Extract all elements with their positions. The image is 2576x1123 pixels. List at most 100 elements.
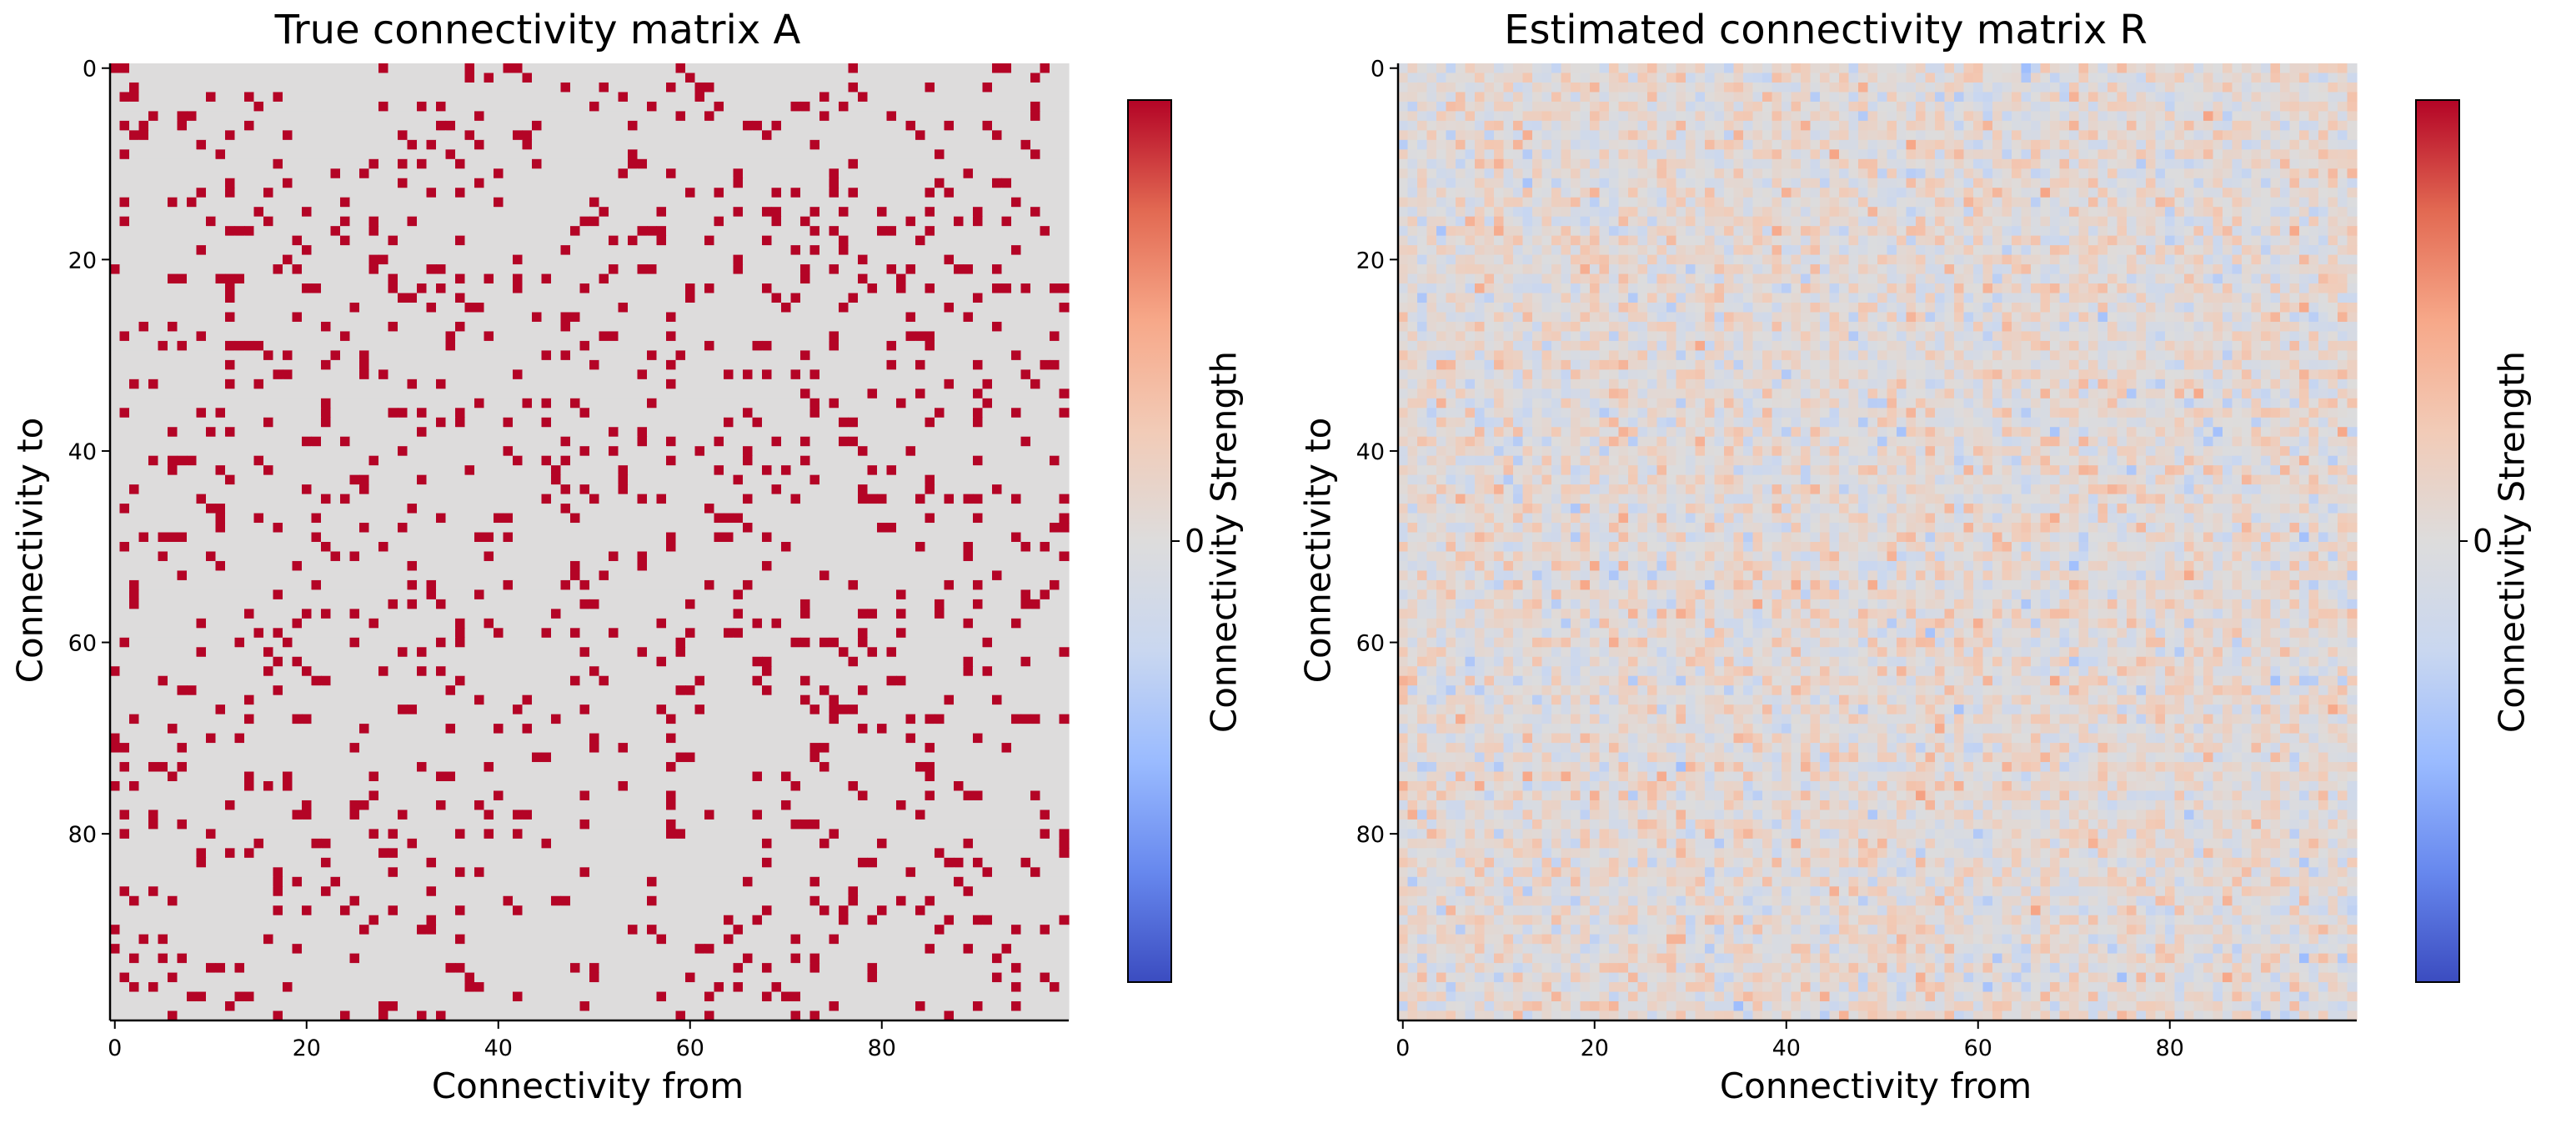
heatmap-cell (714, 369, 724, 380)
heatmap-cell (378, 523, 389, 534)
heatmap-cell (839, 111, 849, 122)
heatmap-cell (609, 359, 619, 370)
heatmap-cell (935, 158, 945, 169)
heatmap-cell (1030, 101, 1041, 112)
heatmap-cell (628, 484, 639, 495)
heatmap-cell (858, 226, 869, 237)
heatmap-cell (129, 321, 140, 333)
heatmap-cell (656, 73, 667, 83)
heatmap-cell (398, 92, 408, 103)
heatmap-cell (407, 168, 418, 179)
heatmap-cell (138, 82, 149, 93)
heatmap-cell (839, 340, 849, 351)
heatmap-cell (973, 188, 984, 198)
heatmap-cell (781, 484, 792, 495)
heatmap-cell (551, 130, 562, 141)
heatmap-cell (187, 389, 198, 399)
heatmap-cell (138, 178, 149, 188)
heatmap-cell (321, 245, 332, 256)
heatmap-cell (867, 494, 878, 504)
heatmap-cell (196, 168, 207, 179)
heatmap-cell (1059, 340, 1070, 351)
heatmap-cell (858, 455, 869, 466)
heatmap-cell (944, 523, 955, 534)
heatmap-cell (1059, 504, 1070, 514)
heatmap-cell (445, 216, 456, 227)
heatmap-cell (330, 245, 341, 256)
heatmap-cell (330, 273, 341, 284)
heatmap-cell (954, 197, 965, 208)
heatmap-cell (110, 455, 121, 466)
heatmap-cell (973, 369, 984, 380)
heatmap-cell (714, 455, 724, 466)
heatmap-cell (138, 207, 149, 218)
heatmap-cell (618, 111, 629, 122)
heatmap-cell (340, 379, 351, 389)
heatmap-cell (302, 436, 313, 447)
heatmap-cell (694, 188, 705, 198)
heatmap-cell (685, 532, 696, 543)
heatmap-cell (206, 446, 217, 457)
heatmap-cell (915, 465, 926, 476)
heatmap-cell (110, 350, 121, 361)
heatmap-cell (905, 111, 916, 122)
heatmap-cell (819, 523, 830, 534)
heatmap-cell (455, 474, 466, 485)
heatmap-cell (244, 340, 255, 351)
heatmap-cell (599, 63, 609, 74)
heatmap-cell (426, 283, 437, 294)
heatmap-cell (474, 303, 485, 313)
heatmap-cell (436, 398, 447, 409)
heatmap-cell (800, 92, 811, 103)
heatmap-cell (704, 331, 715, 342)
heatmap-cell (781, 359, 792, 370)
heatmap-cell (330, 139, 341, 150)
heatmap-cell (138, 120, 149, 131)
heatmap-cell (935, 436, 945, 447)
heatmap-cell (675, 168, 686, 179)
heatmap-cell (647, 197, 658, 208)
heatmap-cell (522, 226, 533, 237)
heatmap-cell (570, 283, 581, 294)
heatmap-cell (790, 340, 801, 351)
heatmap-cell (858, 436, 869, 447)
heatmap-cell (474, 350, 485, 361)
heatmap-cell (196, 455, 207, 466)
heatmap-cell (790, 120, 801, 131)
heatmap-cell (330, 321, 341, 333)
heatmap-cell (618, 207, 629, 218)
heatmap-cell (1011, 523, 1022, 534)
heatmap-cell (177, 188, 188, 198)
heatmap-cell (618, 63, 629, 74)
heatmap-cell (1030, 303, 1041, 313)
heatmap-cell (963, 235, 974, 246)
heatmap-cell (618, 197, 629, 208)
heatmap-cell (407, 303, 418, 313)
heatmap-cell (1030, 513, 1041, 524)
heatmap-cell (992, 73, 1003, 83)
heatmap-cell (494, 139, 504, 150)
heatmap-cell (426, 63, 437, 74)
heatmap-cell (494, 331, 504, 342)
heatmap-cell (445, 513, 456, 524)
heatmap-cell (618, 130, 629, 141)
heatmap-cell (436, 197, 447, 208)
heatmap-cell (417, 111, 428, 122)
heatmap-cell (858, 158, 869, 169)
heatmap-cell (743, 494, 754, 504)
heatmap-cell (954, 207, 965, 218)
heatmap-cell (637, 427, 648, 438)
heatmap-cell (513, 245, 524, 256)
heatmap-cell (781, 455, 792, 466)
heatmap-cell (368, 350, 379, 361)
heatmap-cell (158, 111, 168, 122)
heatmap-cell (148, 446, 159, 457)
heatmap-cell (599, 436, 609, 447)
heatmap-cell (234, 264, 245, 275)
heatmap-cell (119, 273, 130, 284)
heatmap-cell (436, 417, 447, 428)
heatmap-cell (992, 283, 1003, 294)
heatmap-cell (877, 379, 888, 389)
heatmap-cell (1050, 303, 1060, 313)
heatmap-cell (992, 398, 1003, 409)
